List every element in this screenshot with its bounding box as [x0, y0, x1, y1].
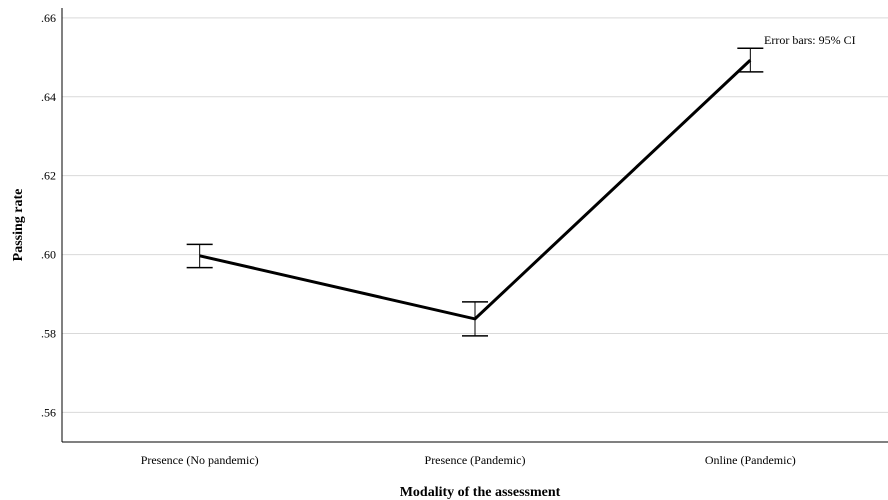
x-tick-label: Online (Pandemic) — [705, 453, 796, 467]
y-tick-label: .60 — [41, 248, 56, 262]
x-tick-labels: Presence (No pandemic) Presence (Pandemic… — [141, 453, 796, 467]
error-bars-note: Error bars: 95% CI — [764, 33, 856, 47]
x-axis-title: Modality of the assessment — [400, 485, 561, 500]
y-tick-label: .62 — [41, 169, 56, 183]
y-tick-labels: .56 .58 .60 .62 .64 .66 — [41, 11, 56, 420]
x-tick-label: Presence (Pandemic) — [425, 453, 526, 467]
error-bars — [186, 47, 764, 337]
y-tick-label: .64 — [41, 90, 56, 104]
y-axis-title: Passing rate — [11, 189, 26, 262]
y-tick-label: .56 — [41, 405, 56, 419]
series-line — [199, 59, 752, 321]
y-tick-label: .66 — [41, 11, 56, 25]
y-tick-label: .58 — [41, 327, 56, 341]
gridlines — [62, 17, 888, 413]
x-tick-label: Presence (No pandemic) — [141, 453, 259, 467]
